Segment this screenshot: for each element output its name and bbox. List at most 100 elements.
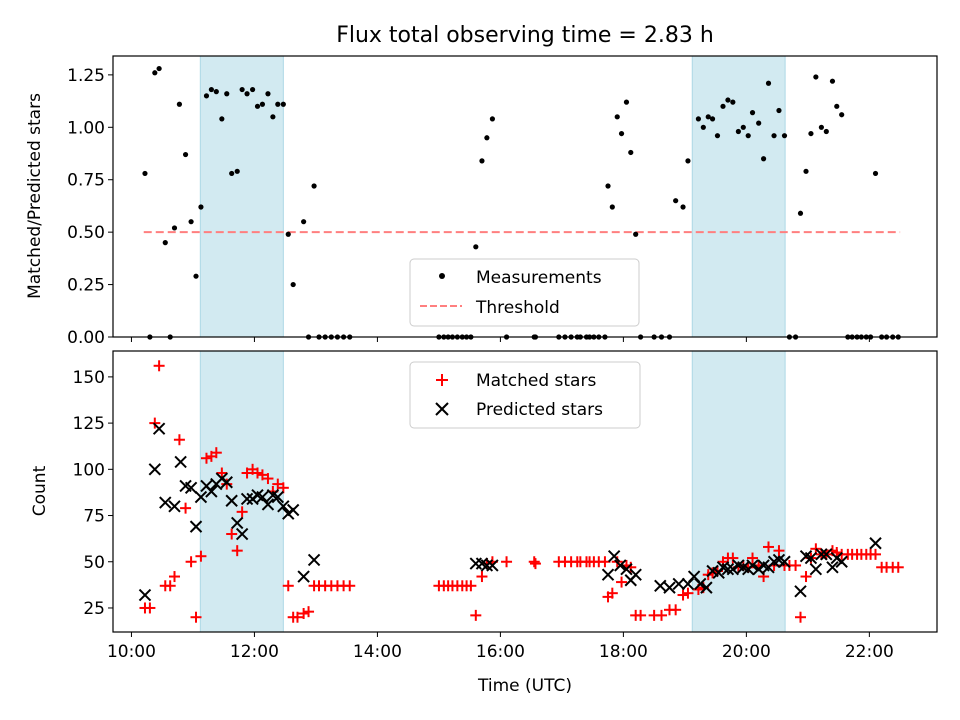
- measurement-point: [259, 101, 266, 107]
- observing-interval-shade: [691, 55, 786, 338]
- matched-stars-point: [256, 469, 268, 481]
- matched-stars-point: [773, 545, 785, 557]
- matched-stars-point: [892, 561, 904, 573]
- matched-stars-point: [210, 447, 222, 459]
- matched-stars-point: [190, 611, 202, 623]
- measurement-point: [182, 151, 189, 158]
- matched-stars-point: [476, 571, 488, 583]
- measurement-point: [290, 281, 296, 288]
- predicted-stars-point: [804, 551, 818, 565]
- matched-stars-point: [164, 580, 176, 592]
- measurement-point: [720, 103, 726, 109]
- predicted-stars-point: [152, 422, 166, 435]
- top-panel: 0.00 0.25 0.50 0.75 1.00 1.25 Matched/Predict…: [25, 55, 938, 348]
- matched-stars-point: [528, 556, 540, 568]
- matched-stars-point: [747, 552, 759, 564]
- predicted-stars-point: [721, 562, 735, 576]
- matched-stars-point: [153, 360, 165, 372]
- matched-stars-point: [465, 580, 477, 592]
- measurement-point: [171, 225, 178, 231]
- measurement-point: [489, 116, 496, 122]
- predicted-stars-point: [148, 463, 162, 476]
- measurement-point: [618, 130, 625, 137]
- matched-stars-point: [470, 609, 482, 621]
- measurement-point: [254, 103, 261, 109]
- predicted-stars-point: [240, 492, 254, 506]
- predicted-stars-point: [614, 559, 627, 572]
- matched-stars-point: [501, 556, 513, 568]
- predicted-stars-point: [184, 481, 198, 495]
- predicted-stars-point: [159, 496, 172, 509]
- predicted-stars-point: [231, 516, 244, 530]
- matched-stars-point: [707, 567, 719, 579]
- measurement-point: [614, 114, 620, 120]
- measurement-point: [224, 91, 230, 97]
- legend-predicted-label: Predicted stars: [476, 400, 603, 420]
- x-tick-label: 12:00: [230, 642, 279, 662]
- legend-threshold-label: Threshold: [475, 298, 560, 318]
- matched-stars-point: [303, 606, 315, 618]
- predicted-stars-point: [286, 503, 300, 517]
- measurement-point: [673, 198, 679, 204]
- matched-stars-point: [656, 609, 668, 621]
- measurement-point: [740, 124, 746, 130]
- predicted-stars-point: [654, 579, 667, 592]
- chart-title: Flux total observing time = 2.83 h: [336, 23, 714, 48]
- measurement-point: [725, 97, 731, 103]
- matched-stars-point: [682, 587, 694, 599]
- measurement-point: [633, 231, 639, 237]
- bottom-axes-frame: [112, 350, 938, 633]
- measurement-point: [735, 128, 741, 135]
- measurement-point: [162, 240, 168, 246]
- measurement-point: [839, 112, 845, 118]
- measurement-point: [142, 170, 148, 177]
- measurement-point: [198, 204, 204, 210]
- measurement-point: [311, 183, 317, 189]
- predicted-stars-point: [297, 570, 310, 583]
- matched-stars-point: [272, 478, 284, 490]
- measurement-point: [301, 219, 307, 225]
- matched-stars-point: [291, 611, 303, 623]
- matched-stars-point: [173, 434, 185, 446]
- observing-interval-shade: [199, 55, 284, 338]
- matched-stars-point: [282, 580, 294, 592]
- predicted-stars-point: [225, 494, 238, 507]
- measurement-point: [484, 135, 490, 141]
- measurement-point: [803, 168, 809, 174]
- top-y-axis-label: Matched/Predicted stars: [25, 93, 45, 299]
- matched-stars-point: [144, 602, 156, 614]
- predicted-stars-point: [826, 561, 839, 574]
- predicted-stars-point: [672, 577, 685, 591]
- predicted-stars-point: [815, 548, 828, 561]
- measurement-point: [823, 128, 829, 135]
- y-tick-label: 100: [73, 460, 105, 480]
- bottom-legend-box: [409, 361, 641, 429]
- x-tick-label: 10:00: [107, 642, 156, 662]
- matched-stars-point: [870, 548, 882, 560]
- measurement-point: [756, 120, 762, 126]
- y-tick-label: 25: [83, 599, 105, 619]
- bottom-y-axis-label: Count: [30, 465, 50, 516]
- measurement-point: [176, 101, 183, 107]
- measurement-point: [188, 219, 194, 225]
- predicted-stars-point: [601, 568, 615, 581]
- measurement-point: [285, 231, 291, 237]
- measurement-point: [680, 204, 686, 210]
- predicted-stars-point: [629, 568, 642, 581]
- predicted-stars-point: [835, 555, 848, 568]
- top-yticks: 0.00 0.25 0.50 0.75 1.00 1.25: [67, 66, 113, 348]
- bottom-yticks: 25 50 75 100 125 150: [73, 368, 113, 619]
- top-shading: [199, 55, 786, 338]
- legend-measurements-label: Measurements: [476, 268, 602, 288]
- predicted-stars-point: [235, 527, 249, 541]
- measurement-point: [623, 99, 630, 105]
- measurement-point: [781, 133, 788, 139]
- matched-stars-point: [670, 604, 682, 616]
- predicted-stars-point: [168, 500, 181, 513]
- measurement-point: [829, 78, 836, 84]
- legend-measurements-marker: [439, 273, 445, 279]
- measurement-point: [765, 80, 772, 86]
- matched-stars-point: [298, 608, 310, 620]
- measurement-point: [270, 114, 276, 120]
- y-tick-label: 150: [73, 368, 105, 388]
